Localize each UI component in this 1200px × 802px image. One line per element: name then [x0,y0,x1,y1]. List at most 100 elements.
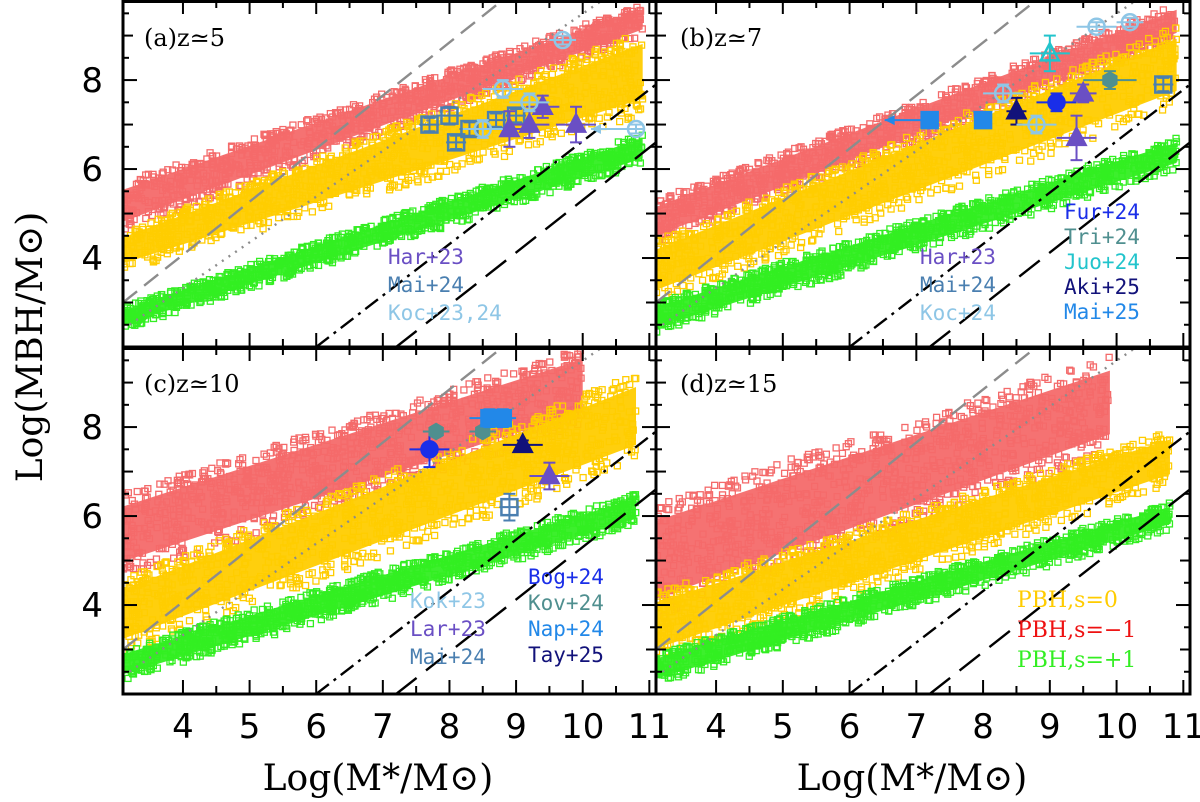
pbh-point [444,68,452,76]
pbh-point [1127,110,1135,118]
pbh-point [159,312,167,321]
pbh-point [927,189,935,197]
pbh-point [871,214,879,222]
panel-b-plot-area [656,0,1190,347]
pbh-point [515,75,523,83]
pbh-point [524,141,533,149]
pbh-point [809,236,817,244]
pbh-point [456,65,464,73]
pbh-point [215,192,223,200]
pbh-point [1151,37,1159,45]
observation-koc2324 [462,119,503,139]
pbh-point [473,156,482,164]
pbh-point [841,165,849,173]
pbh-band-core [123,138,643,325]
pbh-point [709,274,717,282]
pbh-point [664,287,672,296]
pbh-point [829,166,837,175]
pbh-point [478,183,486,192]
pbh-point [401,209,409,217]
pbh-point [636,159,645,167]
pbh-point [519,197,527,205]
pbh-point [1079,126,1087,134]
pbh-point [498,50,506,58]
pbh-point [546,188,554,197]
pbh-band-s=+1 [123,131,646,330]
pbh-point [827,131,835,139]
pbh-point [188,243,196,251]
pbh-point [536,138,544,146]
pbh-point [426,74,435,83]
pbh-point [150,257,158,265]
pbh-point [656,236,662,244]
observation-har23 [556,105,597,144]
pbh-point [825,132,834,140]
reference-line-long-dash-black [395,141,656,347]
pbh-point [409,207,417,215]
pbh-point [1097,54,1105,62]
pbh-point [217,293,226,301]
pbh-point [352,141,360,149]
pbh-point [308,208,317,216]
pbh-point [595,114,603,122]
pbh-point [742,206,750,214]
upper-limit-arrowhead [591,124,602,135]
pbh-point [451,166,459,174]
legend-entry-mai24: Mai+24 [388,273,464,297]
pbh-point [852,216,860,224]
panel-a: (a)z≃5 Har+23 Mai+24 Koc+23,24 [123,0,656,347]
pbh-point [718,270,727,278]
pbh-point [496,51,505,59]
pbh-point [127,221,135,229]
pbh-point [142,214,150,223]
pbh-point [1084,66,1092,74]
pbh-point [815,137,823,145]
pbh-point [572,57,580,65]
pbh-point [442,167,450,175]
pbh-point [745,255,753,263]
pbh-point [228,143,236,151]
pbh-point [491,52,499,61]
pbh-point [481,89,490,97]
panel-a-label: (a)z≃5 [144,24,225,52]
pbh-point [559,64,567,72]
observation-koc2324 [591,119,646,139]
pbh-point [903,195,912,203]
pbh-point [393,211,401,220]
pbh-point [682,188,690,196]
pbh-point [1140,111,1148,119]
pbh-point [405,120,413,128]
pbh-point [955,182,964,190]
pbh-point [171,308,179,317]
pbh-band-s=0 [123,34,647,271]
pbh-point [1029,55,1038,64]
pbh-point [467,93,475,102]
pbh-point [1135,110,1143,118]
pbh-band-core [123,43,643,264]
pbh-point [855,156,864,164]
pbh-point [458,101,466,109]
pbh-point [366,184,375,192]
pbh-point [183,205,191,214]
pbh-point [237,226,245,234]
pbh-point [719,171,727,180]
pbh-point [728,169,736,177]
panel-b: (b)z≃7 Har+23 Mai+24 Koc+24 Fur+24 Tri+2… [656,0,1190,347]
pbh-point [526,72,534,80]
pbh-point [747,260,755,268]
pbh-point [587,174,595,183]
pbh-point [1119,117,1128,126]
pbh-point [713,176,722,185]
pbh-point [933,185,941,194]
pbh-point [833,220,842,228]
pbh-point [149,170,157,179]
pbh-point [913,189,921,198]
pbh-point [763,156,771,164]
pbh-point [235,183,243,191]
pbh-point [132,225,140,233]
pbh-point [626,34,634,43]
data-point-marker [531,94,554,116]
pbh-point [860,218,868,226]
pbh-point [1150,172,1158,180]
pbh-point [316,113,324,121]
